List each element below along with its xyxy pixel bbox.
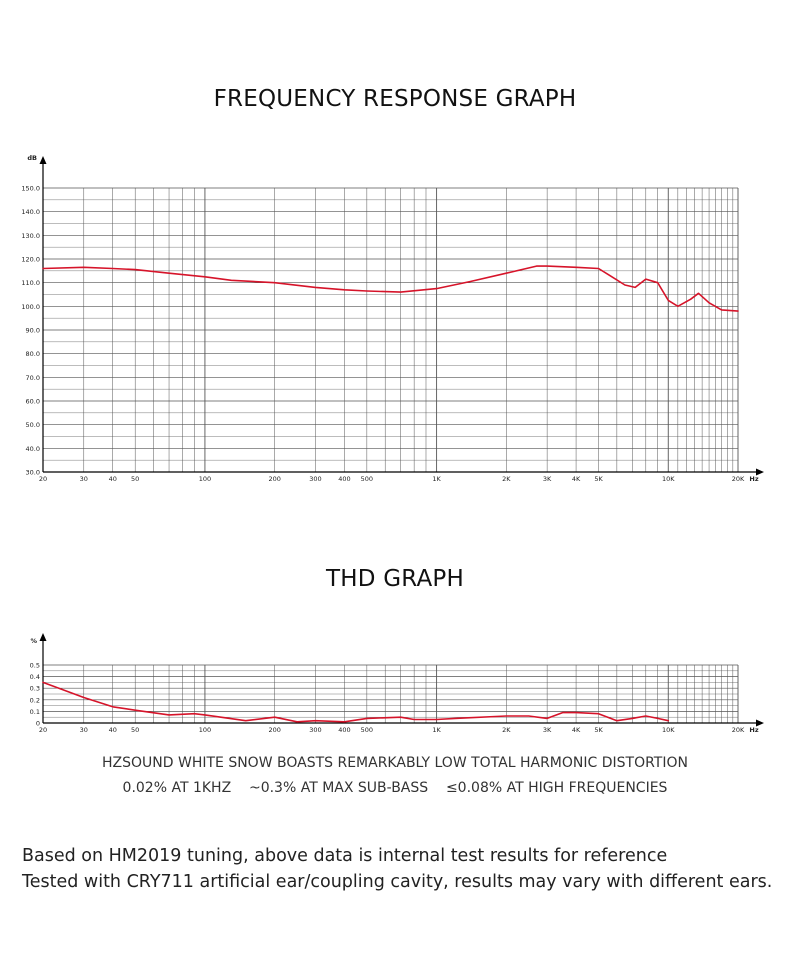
thd-x-tick-label: 20K (732, 726, 745, 734)
fr-y-tick-label: 130.0 (21, 232, 40, 240)
thd-x-tick-label: 2K (502, 726, 511, 734)
thd-x-tick-label: 100 (199, 726, 211, 734)
thd-x-tick-label: 4K (572, 726, 581, 734)
fr-y-tick-label: 50.0 (26, 421, 40, 429)
fr-x-tick-label: 400 (338, 475, 350, 483)
fr-x-tick-label: 300 (309, 475, 321, 483)
fr-x-tick-label: 10K (662, 475, 675, 483)
thd-x-tick-label: 50 (131, 726, 139, 734)
thd-y-axis-arrow (39, 633, 47, 641)
thd-x-axis-label: Hz (749, 726, 758, 734)
thd-series-line (42, 681, 670, 723)
fr-series-line (42, 265, 739, 312)
thd-x-tick-label: 400 (338, 726, 350, 734)
fr-x-tick-label: 5K (594, 475, 603, 483)
fr-x-tick-label: 4K (572, 475, 581, 483)
frequency-response-chart: 30.0 40.0 50.0 60.0 70.0 80.0 90.0 100.0 110.0 12… (21, 154, 764, 483)
fr-y-tick-label: 60.0 (26, 398, 40, 406)
thd-y-tick-label: 0.4 (30, 673, 40, 681)
fr-y-tick-label: 110.0 (21, 279, 40, 287)
fr-y-tick-label: 30.0 (26, 469, 40, 477)
fr-x-tick-label: 2K (502, 475, 511, 483)
fr-x-tick-label: 20 (39, 475, 47, 483)
thd-x-tick-label: 5K (594, 726, 603, 734)
note-line-1: Based on HM2019 tuning, above data is in… (22, 846, 668, 866)
fr-x-axis-label: Hz (749, 475, 758, 483)
fr-x-tick-label: 200 (268, 475, 280, 483)
fr-x-tick-label: 100 (199, 475, 211, 483)
note-line-2: Tested with CRY711 artificial ear/coupli… (22, 872, 773, 892)
fr-y-tick-label: 150.0 (21, 185, 40, 193)
fr-y-tick-label: 40.0 (26, 445, 40, 453)
thd-y-tick-label: 0.1 (30, 708, 40, 716)
fr-x-tick-label: 40 (109, 475, 117, 483)
thd-x-axis-arrow (756, 719, 764, 727)
thd-y-tick-label: 0.2 (30, 696, 40, 704)
fr-x-tick-label: 20K (732, 475, 745, 483)
thd-y-tick-label: 0 (36, 720, 40, 728)
thd-x-tick-label: 20 (39, 726, 47, 734)
fr-x-tick-label: 500 (361, 475, 373, 483)
fr-x-tick-label: 50 (131, 475, 139, 483)
fr-y-tick-label: 70.0 (26, 374, 40, 382)
fr-x-axis-arrow (756, 468, 764, 476)
thd-x-tick-label: 30 (80, 726, 88, 734)
thd-y-axis-label: % (30, 637, 37, 645)
fr-y-axis-arrow (39, 156, 47, 164)
thd-x-tick-label: 10K (662, 726, 675, 734)
fr-y-tick-label: 100.0 (21, 303, 40, 311)
thd-chart: 0 0.1 0.2 0.3 0.4 0.5% 20 30 40 50 100 200 300 400 500… (30, 633, 764, 734)
fr-y-axis-label: dB (27, 154, 37, 162)
thd-caption-line-1: HZSOUND WHITE SNOW BOASTS REMARKABLY LOW… (102, 755, 688, 771)
fr-y-tick-label: 90.0 (26, 327, 40, 335)
thd-caption-line-2: 0.02% AT 1KHZ ~0.3% AT MAX SUB-BASS ≤0.0… (122, 780, 668, 796)
fr-y-tick-label: 120.0 (21, 256, 40, 264)
fr-x-tick-label: 30 (80, 475, 88, 483)
fr-x-tick-label: 1K (432, 475, 441, 483)
fr-y-tick-label: 140.0 (21, 208, 40, 216)
fr-y-tick-label: 80.0 (26, 350, 40, 358)
thd-x-tick-label: 1K (432, 726, 441, 734)
thd-x-tick-label: 300 (309, 726, 321, 734)
thd-x-tick-label: 200 (268, 726, 280, 734)
thd-x-tick-label: 40 (109, 726, 117, 734)
thd-y-tick-label: 0.5 (30, 662, 40, 670)
thd-title: THD GRAPH (326, 566, 464, 592)
frequency-response-title: FREQUENCY RESPONSE GRAPH (213, 86, 577, 112)
thd-x-tick-label: 500 (361, 726, 373, 734)
thd-y-tick-label: 0.3 (30, 685, 40, 693)
fr-x-tick-label: 3K (543, 475, 552, 483)
thd-x-tick-label: 3K (543, 726, 552, 734)
